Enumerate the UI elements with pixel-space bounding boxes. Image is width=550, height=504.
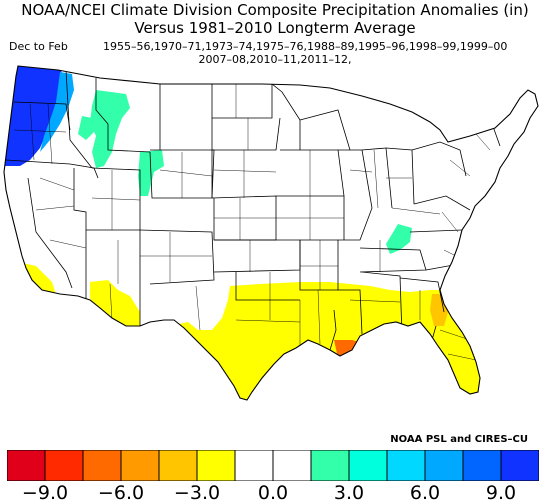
colorbar-swatch — [196, 450, 236, 481]
region-arizona — [90, 280, 140, 330]
region-pacific-nw-coast — [4, 66, 64, 166]
colorbar-tick-label: 0.0 — [257, 482, 289, 504]
composite-years-line1: 1955–56,1970–71,1973–74,1975–76,1988–89,… — [103, 40, 508, 53]
colorbar-swatch — [234, 450, 274, 481]
colorbar-tick-label: −6.0 — [97, 482, 145, 504]
map-title: NOAA/NCEI Climate Division Composite Pre… — [21, 1, 529, 19]
colorbar-swatch — [424, 450, 464, 481]
colorbar-swatch — [386, 450, 426, 481]
region-louisiana-coast — [334, 340, 372, 366]
colorbar-swatch — [44, 450, 84, 481]
composite-years-line2: 2007–08,2010–11,2011–12, — [198, 53, 352, 66]
colorbar-swatch — [462, 450, 502, 481]
colorbar-tick-label: 3.0 — [333, 482, 365, 504]
colorbar-swatch — [158, 450, 198, 481]
colorbar-swatch — [310, 450, 350, 481]
region-pacific-nw-inland — [40, 72, 74, 152]
colorbar — [7, 450, 539, 481]
colorbar-tick-label: −3.0 — [173, 482, 221, 504]
colorbar-swatch — [348, 450, 388, 481]
region-idaho-montana — [90, 90, 130, 168]
colorbar-swatch — [120, 450, 160, 481]
region-texas-gulf-southeast — [170, 282, 486, 400]
colorbar-swatch — [500, 450, 539, 481]
region-ohio-valley — [386, 224, 412, 254]
colorbar-tick-label: 6.0 — [409, 482, 441, 504]
region-idaho-montana — [78, 116, 94, 140]
data-credit: NOAA PSL and CIRES–CU — [390, 434, 528, 445]
map-subtitle: Versus 1981–2010 Longterm Average — [134, 19, 416, 37]
colorbar-swatch — [82, 450, 122, 481]
colorbar-tick-label: 9.0 — [485, 482, 517, 504]
colorbar-tick-label: −9.0 — [21, 482, 69, 504]
climate-division-boundaries — [13, 84, 491, 361]
season-label: Dec to Feb — [9, 40, 68, 53]
colorbar-swatch — [272, 450, 312, 481]
colorbar-swatch — [7, 450, 46, 481]
us-climate-division-map — [3, 65, 539, 401]
